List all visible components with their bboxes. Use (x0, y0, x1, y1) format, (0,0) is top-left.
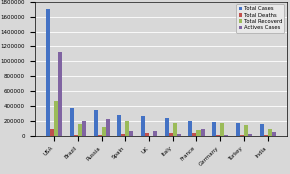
Bar (165, 118, 169, 136)
Bar (122, 134, 125, 136)
Bar (200, 129, 204, 136)
Bar (141, 116, 145, 136)
Bar (220, 123, 224, 136)
Bar (102, 127, 106, 136)
Bar (197, 130, 200, 136)
Bar (193, 133, 197, 136)
Bar (74, 135, 78, 136)
Bar (236, 123, 240, 136)
Bar (125, 121, 129, 136)
Bar (224, 135, 228, 136)
Bar (145, 133, 149, 136)
Bar (106, 119, 110, 136)
Bar (153, 131, 157, 136)
Bar (169, 133, 173, 136)
Bar (240, 135, 244, 136)
Bar (272, 132, 276, 136)
Bar (173, 123, 177, 136)
Bar (248, 134, 252, 136)
Bar (188, 121, 193, 136)
Bar (54, 101, 58, 136)
Bar (129, 131, 133, 136)
Legend: Total Cases, Total Deaths, Total Recoverd, Actives Cases: Total Cases, Total Deaths, Total Recover… (236, 4, 284, 33)
Bar (268, 129, 272, 136)
Bar (46, 9, 50, 136)
Bar (177, 134, 181, 136)
Bar (216, 135, 220, 136)
Bar (78, 124, 82, 136)
Bar (70, 108, 74, 136)
Bar (117, 114, 122, 136)
Bar (260, 124, 264, 136)
Bar (50, 129, 54, 136)
Bar (98, 135, 102, 136)
Bar (264, 135, 268, 136)
Bar (58, 52, 62, 136)
Bar (244, 125, 248, 136)
Bar (82, 121, 86, 136)
Bar (212, 122, 216, 136)
Bar (94, 110, 98, 136)
